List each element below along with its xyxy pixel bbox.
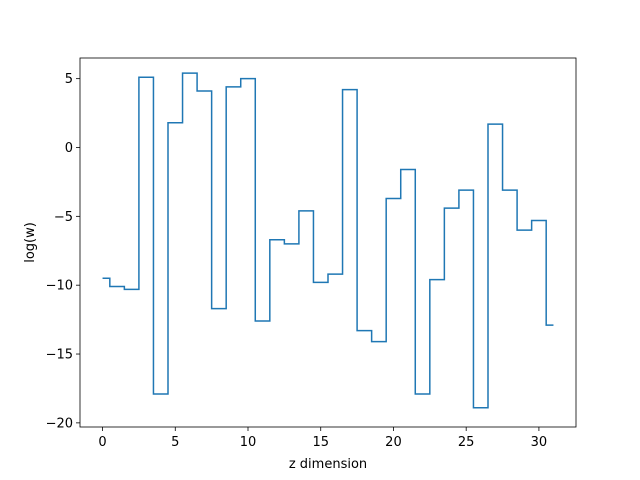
x-tick-label: 0 xyxy=(98,435,106,450)
plot-area xyxy=(79,57,577,428)
y-tick-label: −5 xyxy=(54,210,73,225)
y-tick-label: 0 xyxy=(65,141,73,156)
series-line xyxy=(102,72,554,409)
x-tick-label: 20 xyxy=(385,435,402,450)
x-tick-label: 10 xyxy=(240,435,257,450)
y-tick-label: −20 xyxy=(46,416,73,431)
axes-frame xyxy=(79,57,577,428)
x-tick-label: 25 xyxy=(458,435,475,450)
x-axis-label: z dimension xyxy=(289,457,367,472)
y-axis-label: log(w) xyxy=(23,222,38,263)
y-tick-label: −10 xyxy=(46,279,73,294)
x-tick-label: 15 xyxy=(312,435,329,450)
y-axis: 5 0 −5 −10 −15 −20 xyxy=(46,72,80,431)
x-tick-label: 30 xyxy=(531,435,548,450)
x-axis: 0 5 10 15 20 25 30 xyxy=(98,427,547,450)
y-tick-label: −15 xyxy=(46,348,73,363)
y-tick-label: 5 xyxy=(65,72,73,87)
x-tick-label: 5 xyxy=(171,435,179,450)
